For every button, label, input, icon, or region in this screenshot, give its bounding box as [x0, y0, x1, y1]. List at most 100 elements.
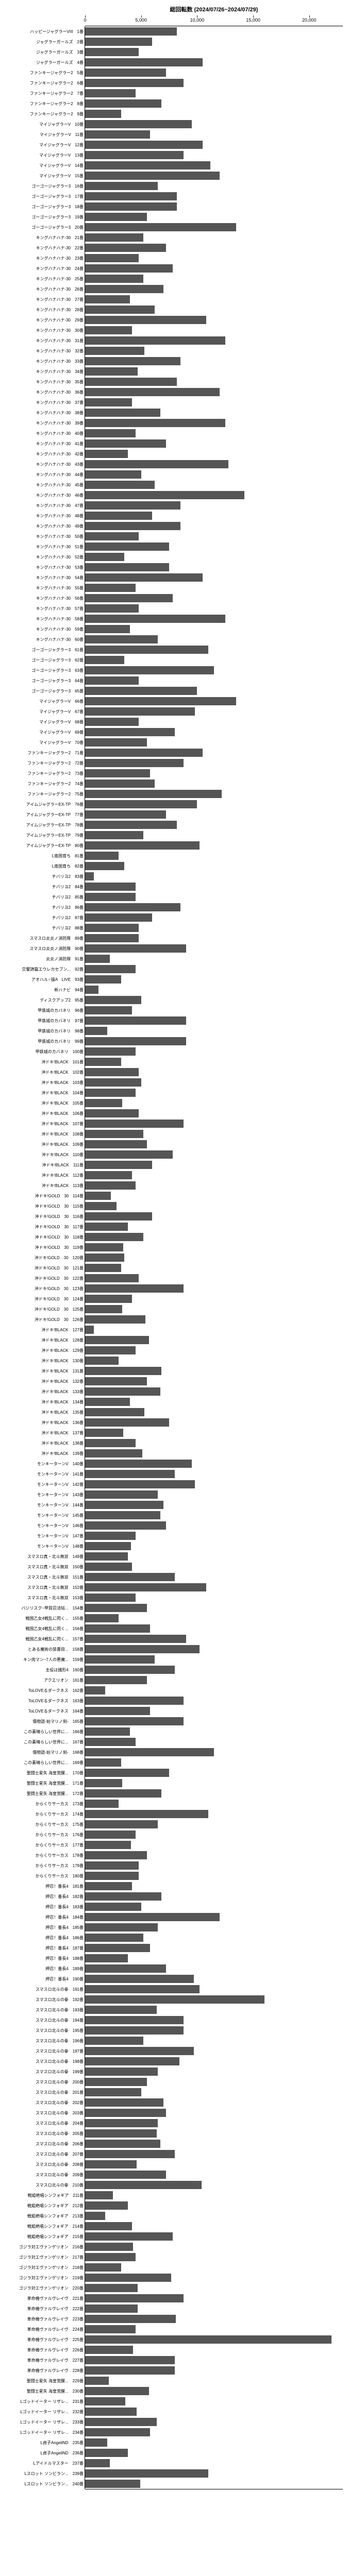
bar-row: 戦姫絶唱シンフォギア 213番: [5, 2211, 343, 2221]
bar-label: L南国育ち 81番: [5, 853, 85, 859]
bar: [85, 1748, 214, 1756]
bar-row: 沖ドキ!GOLD 30 117番: [5, 1222, 343, 1232]
bar-row: 沖ドキ!BLACK 130番: [5, 1355, 343, 1366]
bar-row: 甲鉄城のカバネリ 100番: [5, 1046, 343, 1057]
bar-track: [85, 1696, 343, 1706]
bar-label: キングハナハナ-30 60番: [5, 637, 85, 642]
bar: [85, 635, 158, 643]
bar-label: キングハナハナ-30 27番: [5, 297, 85, 302]
bar-track: [85, 851, 343, 861]
bar-track: [85, 1500, 343, 1510]
bar-row: マイジャグラーV 68番: [5, 717, 343, 727]
bar-track: [85, 1582, 343, 1592]
bar-label: スマスロ真・北斗無双 153番: [5, 1595, 85, 1601]
bar-row: ファンキージャグラー2 75番: [5, 789, 343, 799]
bar-label: アイムジャグラーEX-TP 77番: [5, 812, 85, 818]
bar-label: ファンキージャグラー2 9番: [5, 111, 85, 117]
bar: [85, 965, 136, 973]
bar: [85, 2119, 158, 2127]
bar-label: 沖ドキ!BLACK 113番: [5, 1183, 85, 1189]
bar-track: [85, 2417, 343, 2427]
bar: [85, 2294, 184, 2302]
bar: [85, 2284, 138, 2292]
bar: [85, 2047, 194, 2055]
bar-row: 沖ドキ!GOLD 30 116番: [5, 1211, 343, 1222]
bar: [85, 532, 139, 540]
bar: [85, 1006, 132, 1014]
bar-track: [85, 675, 343, 686]
bar: [85, 1779, 122, 1787]
bar-label: 沖ドキ!GOLD 30 120番: [5, 1255, 85, 1261]
bar: [85, 1387, 160, 1396]
bar-track: [85, 717, 343, 727]
bar-label: 交響詩篇エウレカセブン... 92番: [5, 967, 85, 972]
bar-label: キングハナハナ-30 55番: [5, 585, 85, 591]
bar-track: [85, 2149, 343, 2159]
bar-track: [85, 882, 343, 892]
bar: [85, 1841, 131, 1849]
bar: [85, 1882, 132, 1890]
bar-label: チバリヨ2 83番: [5, 874, 85, 879]
bar-track: [85, 2190, 343, 2200]
bar: [85, 687, 197, 695]
bar: [85, 1604, 147, 1612]
bar-track: [85, 686, 343, 696]
bar-row: キングハナハナ-30 40番: [5, 428, 343, 438]
bar-label: ゴーゴージャグラー3 20番: [5, 225, 85, 230]
bar-track: [85, 2479, 343, 2489]
bar: [85, 1666, 175, 1674]
bar-track: [85, 1098, 343, 1108]
bar-label: スマスロ北斗の拳 202番: [5, 2100, 85, 2106]
bar-row: スマスロ北斗の拳 201番: [5, 2087, 343, 2097]
bar-row: 革命機ヴァルヴレイヴ 224番: [5, 2324, 343, 2334]
bar-track: [85, 964, 343, 974]
bar-row: キングハナハナ-30 30番: [5, 325, 343, 335]
bar-row: キングハナハナ-30 26番: [5, 284, 343, 294]
bar-row: スマスロ北斗の拳 197番: [5, 2046, 343, 2056]
bar-row: スマスロ北斗の拳 192番: [5, 1994, 343, 2005]
bar-row: マイジャグラーV 15番: [5, 171, 343, 181]
bar-row: マイジャグラーV 70番: [5, 737, 343, 748]
bar: [85, 1727, 130, 1736]
bar-row: スマスロ真・北斗無双 149番: [5, 1551, 343, 1562]
bar-label: ファンキージャグラー2 73番: [5, 771, 85, 776]
bar-track: [85, 614, 343, 624]
bar-row: スマスロ北斗の拳 199番: [5, 2066, 343, 2077]
bar-row: スマスロ真・北斗無双 152番: [5, 1582, 343, 1592]
bar-row: スマスロ北斗の拳 205番: [5, 2128, 343, 2139]
bar-track: [85, 140, 343, 150]
bar-track: [85, 1768, 343, 1778]
bar: [85, 975, 121, 984]
bar-row: 押忍！番長4 185番: [5, 1922, 343, 1933]
bar-track: [85, 1623, 343, 1634]
bar: [85, 831, 143, 839]
bar: [85, 1583, 206, 1591]
bar: [85, 233, 143, 242]
bar-label: キングハナハナ-30 24番: [5, 266, 85, 272]
bar-label: 戦姫絶唱シンフォギア 215番: [5, 2234, 85, 2240]
bar-track: [85, 1891, 343, 1902]
bar: [85, 1789, 161, 1798]
bar-row: アイムジャグラーEX-TP 76番: [5, 799, 343, 809]
bar-row: スマスロ北斗の拳 208番: [5, 2159, 343, 2170]
bar: [85, 1769, 169, 1777]
bar: [85, 512, 152, 520]
bar: [85, 470, 141, 479]
bar-track: [85, 511, 343, 521]
bar-label: キングハナハナ-30 25番: [5, 276, 85, 282]
bar-track: [85, 696, 343, 706]
bar-row: スマスロ北斗の拳 210番: [5, 2180, 343, 2190]
bar-track: [85, 315, 343, 325]
bar-row: 沖ドキ!GOLD 30 123番: [5, 1283, 343, 1294]
bar-track: [85, 655, 343, 665]
bar-row: 沖ドキ!BLACK 107番: [5, 1118, 343, 1129]
bar-row: キングハナハナ-30 46番: [5, 490, 343, 500]
bar-row: スマスロ北斗の拳 207番: [5, 2149, 343, 2159]
bar-label: 沖ドキ!GOLD 30 123番: [5, 1286, 85, 1292]
bar-track: [85, 1129, 343, 1139]
bar: [85, 1810, 208, 1818]
bar-row: L貞子AngeliND 235番: [5, 2437, 343, 2448]
bar-label: キングハナハナ-30 46番: [5, 493, 85, 498]
bar-track: [85, 2448, 343, 2458]
bar: [85, 439, 166, 448]
